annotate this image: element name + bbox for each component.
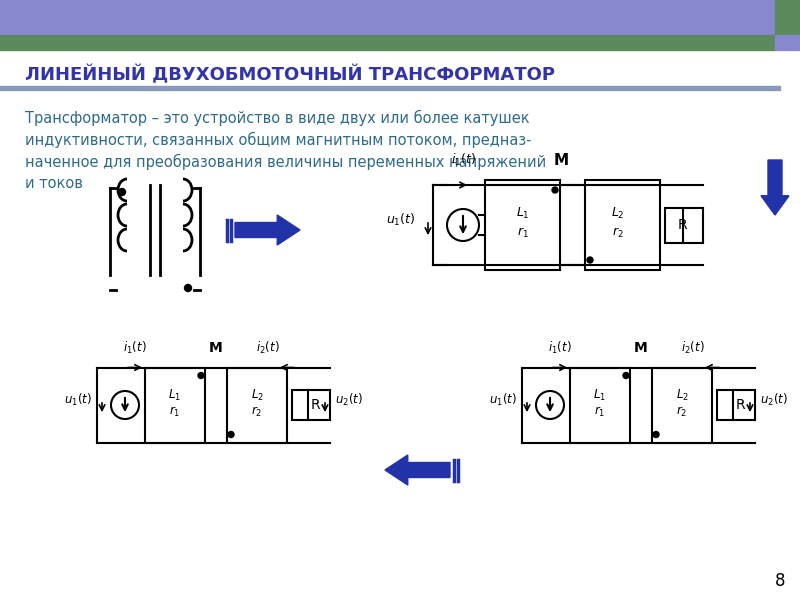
Text: M: M — [209, 341, 223, 355]
Text: R: R — [736, 398, 746, 412]
Text: и токов: и токов — [25, 176, 83, 191]
Text: $r_1$: $r_1$ — [594, 405, 606, 419]
Circle shape — [552, 187, 558, 193]
Bar — [570, 367, 630, 443]
Text: M: M — [554, 153, 569, 168]
Bar — [585, 180, 660, 270]
Polygon shape — [761, 160, 789, 215]
Text: $i_1(t)$: $i_1(t)$ — [123, 340, 147, 355]
Text: R: R — [678, 218, 688, 232]
Text: $r_1$: $r_1$ — [517, 226, 529, 240]
Circle shape — [118, 188, 126, 196]
Bar — [0, 35, 775, 50]
Text: R: R — [311, 398, 321, 412]
Text: $i_1(t)$: $i_1(t)$ — [450, 152, 475, 168]
Bar — [0, 0, 775, 35]
Text: $L_1$: $L_1$ — [594, 388, 606, 403]
Text: $r_2$: $r_2$ — [676, 405, 688, 419]
Text: $i_1(t)$: $i_1(t)$ — [548, 340, 572, 355]
Bar — [485, 180, 560, 270]
Text: $u_1(t)$: $u_1(t)$ — [386, 212, 415, 228]
Bar — [652, 367, 712, 443]
Text: 8: 8 — [774, 572, 785, 590]
Text: $i_2(t)$: $i_2(t)$ — [681, 340, 705, 355]
Text: $r_2$: $r_2$ — [612, 226, 623, 240]
Circle shape — [623, 373, 629, 379]
Circle shape — [653, 431, 659, 437]
Text: $L_2$: $L_2$ — [675, 388, 689, 403]
Bar — [775, 0, 800, 35]
Circle shape — [228, 431, 234, 437]
Circle shape — [185, 284, 191, 292]
Bar — [717, 390, 733, 420]
Text: индуктивности, связанных общим магнитным потоком, предназ-: индуктивности, связанных общим магнитным… — [25, 132, 531, 148]
Bar — [292, 390, 308, 420]
Text: $r_1$: $r_1$ — [170, 405, 181, 419]
Text: ЛИНЕЙНЫЙ ДВУХОБМОТОЧНЫЙ ТРАНСФОРМАТОР: ЛИНЕЙНЫЙ ДВУХОБМОТОЧНЫЙ ТРАНСФОРМАТОР — [25, 65, 555, 85]
Text: $i_2(t)$: $i_2(t)$ — [256, 340, 280, 355]
Text: Трансформатор – это устройство в виде двух или более катушек: Трансформатор – это устройство в виде дв… — [25, 110, 530, 126]
Bar — [0, 86, 780, 90]
Text: M: M — [634, 341, 648, 355]
Circle shape — [198, 373, 204, 379]
Text: $u_2(t)$: $u_2(t)$ — [335, 392, 363, 408]
Bar — [665, 208, 683, 242]
Text: $u_1(t)$: $u_1(t)$ — [64, 392, 92, 408]
Bar — [145, 367, 205, 443]
Text: $L_1$: $L_1$ — [169, 388, 182, 403]
Circle shape — [587, 257, 593, 263]
Text: $L_1$: $L_1$ — [516, 205, 530, 221]
Text: $r_2$: $r_2$ — [251, 405, 262, 419]
Polygon shape — [385, 455, 450, 485]
Text: $u_2(t)$: $u_2(t)$ — [760, 392, 788, 408]
Text: $L_2$: $L_2$ — [610, 205, 624, 221]
Polygon shape — [235, 215, 300, 245]
Text: наченное для преобразования величины переменных напряжений: наченное для преобразования величины пер… — [25, 154, 546, 170]
Text: $u_1(t)$: $u_1(t)$ — [489, 392, 517, 408]
Bar — [775, 35, 800, 50]
Bar — [227, 367, 287, 443]
Text: $L_2$: $L_2$ — [250, 388, 263, 403]
